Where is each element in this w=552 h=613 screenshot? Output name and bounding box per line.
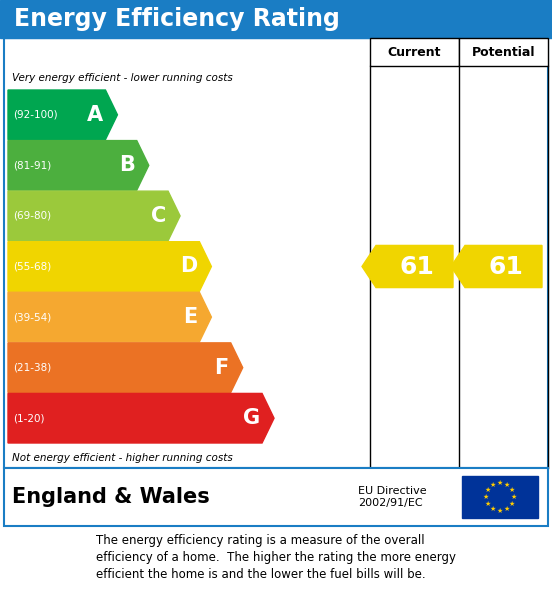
Polygon shape: [8, 140, 148, 190]
Text: (1-20): (1-20): [13, 413, 45, 423]
Polygon shape: [451, 245, 542, 287]
Text: ★: ★: [490, 506, 496, 512]
Text: ★: ★: [485, 487, 491, 493]
Text: 61: 61: [488, 254, 523, 278]
Text: 61: 61: [399, 254, 434, 278]
Polygon shape: [8, 394, 274, 443]
Text: (69-80): (69-80): [13, 211, 51, 221]
Bar: [4, 468, 548, 526]
Text: (92-100): (92-100): [13, 110, 57, 120]
Text: ★: ★: [511, 494, 517, 500]
Text: ★: ★: [509, 487, 515, 493]
Text: C: C: [151, 206, 166, 226]
Text: The energy efficiency rating is a measure of the overall
efficiency of a home.  : The energy efficiency rating is a measur…: [96, 534, 456, 581]
Text: D: D: [180, 256, 198, 276]
Text: Not energy efficient - higher running costs: Not energy efficient - higher running co…: [12, 453, 233, 463]
Text: F: F: [215, 357, 229, 378]
Polygon shape: [8, 242, 211, 291]
Bar: [459, 38, 548, 66]
Text: Current: Current: [388, 45, 441, 58]
Text: England & Wales: England & Wales: [12, 487, 210, 507]
Text: ★: ★: [485, 501, 491, 507]
Text: (81-91): (81-91): [13, 161, 51, 170]
Polygon shape: [8, 191, 180, 241]
Text: ★: ★: [483, 494, 489, 500]
Polygon shape: [8, 343, 243, 392]
Text: ★: ★: [504, 482, 510, 488]
Text: ★: ★: [509, 501, 515, 507]
Polygon shape: [8, 90, 118, 140]
Bar: [4, 38, 548, 468]
Text: G: G: [243, 408, 260, 428]
Bar: [462, 476, 538, 518]
Polygon shape: [8, 292, 211, 342]
Text: Very energy efficient - lower running costs: Very energy efficient - lower running co…: [12, 73, 233, 83]
Text: (55-68): (55-68): [13, 262, 51, 272]
Text: (21-38): (21-38): [13, 363, 51, 373]
Text: B: B: [119, 155, 135, 175]
Text: ★: ★: [497, 480, 503, 486]
Text: Potential: Potential: [472, 45, 535, 58]
Bar: [370, 38, 459, 66]
Text: ★: ★: [490, 482, 496, 488]
Polygon shape: [362, 245, 453, 287]
Text: A: A: [87, 105, 103, 125]
Text: ★: ★: [497, 508, 503, 514]
Text: EU Directive
2002/91/EC: EU Directive 2002/91/EC: [358, 486, 427, 508]
Bar: [0, 0, 552, 38]
Text: ★: ★: [504, 506, 510, 512]
Text: E: E: [183, 307, 198, 327]
Text: Energy Efficiency Rating: Energy Efficiency Rating: [14, 7, 340, 31]
Text: (39-54): (39-54): [13, 312, 51, 322]
